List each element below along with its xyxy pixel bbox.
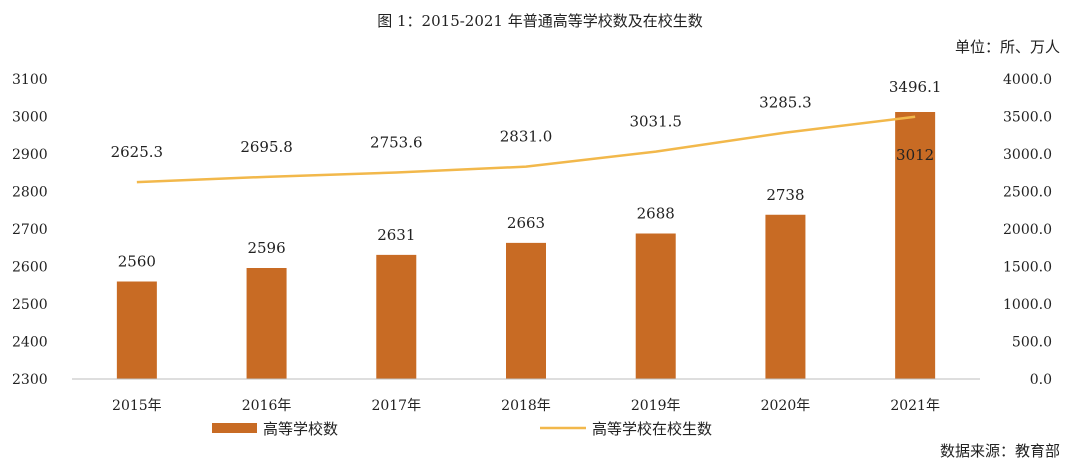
legend: 高等学校数 高等学校在校生数: [212, 420, 712, 438]
left-tick-label: 3100: [12, 72, 48, 88]
bar-data-label: 2560: [118, 253, 156, 271]
bar-data-label: 3012: [896, 146, 934, 164]
x-axis-ticks: 2015年 2016年 2017年 2018年 2019年 2020年 2021年: [112, 398, 940, 414]
bar-data-label: 2631: [377, 226, 415, 244]
right-tick-label: 3500.0: [1003, 110, 1052, 126]
bar: [116, 281, 157, 379]
line-data-label: 3285.3: [759, 94, 812, 112]
bar: [506, 242, 546, 379]
bar: [376, 254, 417, 379]
x-tick-label: 2019年: [631, 398, 681, 414]
legend-bar-label: 高等学校数: [263, 420, 338, 438]
unit-label: 单位：所、万人: [955, 38, 1060, 56]
bar: [635, 233, 676, 379]
x-tick-label: 2021年: [890, 398, 940, 414]
chart-title: 图 1：2015-2021 年普通高等学校数及在校生数: [377, 12, 703, 30]
bar-series: [116, 112, 936, 379]
bar-data-label: 2738: [766, 186, 804, 204]
right-tick-label: 500.0: [1012, 335, 1052, 351]
x-tick-label: 2020年: [761, 398, 811, 414]
bar: [246, 268, 287, 379]
left-tick-label: 3000: [12, 110, 48, 126]
left-tick-label: 2500: [12, 297, 48, 313]
left-axis-ticks: 2300 2400 2500 2600 2700 2800 2900 3000 3100: [12, 72, 48, 388]
bar: [895, 112, 936, 379]
line-data-label: 2695.8: [240, 138, 293, 156]
left-tick-label: 2400: [12, 335, 48, 351]
legend-line-label: 高等学校在校生数: [592, 420, 712, 438]
line-data-label: 3496.1: [889, 78, 942, 96]
legend-bar-swatch: [212, 423, 257, 433]
left-tick-label: 2300: [12, 372, 48, 388]
right-axis-ticks: 0.0 500.0 1000.0 1500.0 2000.0 2500.0 3000.0 35…: [1003, 72, 1052, 388]
right-tick-label: 2500.0: [1003, 185, 1052, 201]
left-tick-label: 2600: [12, 260, 48, 276]
line-data-labels: 2625.3 2695.8 2753.6 2831.0 3031.5 3285.3 3496…: [111, 78, 942, 161]
line-data-label: 2625.3: [111, 143, 164, 161]
bar-data-label: 2663: [507, 214, 545, 232]
line-series: [136, 115, 916, 184]
right-tick-label: 4000.0: [1003, 72, 1052, 88]
line-data-label: 2831.0: [500, 128, 553, 146]
line-data-label: 3031.5: [629, 113, 682, 131]
x-tick-label: 2016年: [242, 398, 292, 414]
bar-data-label: 2688: [637, 205, 675, 223]
right-tick-label: 1500.0: [1003, 260, 1052, 276]
x-tick-label: 2018年: [501, 398, 551, 414]
left-tick-label: 2800: [12, 185, 48, 201]
right-tick-label: 0.0: [1030, 372, 1052, 388]
x-tick-label: 2017年: [371, 398, 421, 414]
right-tick-label: 1000.0: [1003, 297, 1052, 313]
source-note: 数据来源：教育部: [940, 442, 1060, 460]
line-data-label: 2753.6: [370, 133, 423, 151]
x-tick-label: 2015年: [112, 398, 162, 414]
left-tick-label: 2900: [12, 147, 48, 163]
left-tick-label: 2700: [12, 222, 48, 238]
right-tick-label: 2000.0: [1003, 222, 1052, 238]
bar-data-label: 2596: [247, 239, 285, 257]
bar-data-labels: 2560 2596 2631 2663 2688 2738 3012: [118, 146, 934, 271]
right-tick-label: 3000.0: [1003, 147, 1052, 163]
bar: [765, 214, 806, 379]
